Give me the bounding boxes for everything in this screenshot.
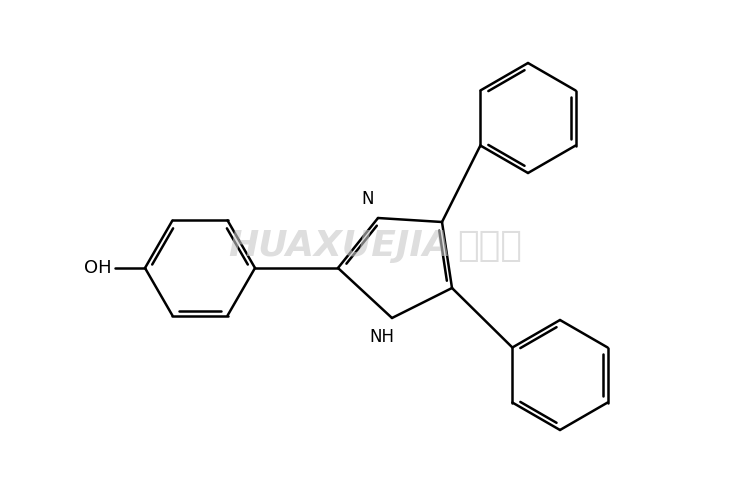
Text: HUAXUEJIA: HUAXUEJIA (228, 229, 452, 263)
Text: NH: NH (370, 328, 395, 346)
Text: OH: OH (84, 259, 112, 277)
Text: N: N (362, 190, 374, 208)
Text: 化学加: 化学加 (458, 229, 523, 263)
